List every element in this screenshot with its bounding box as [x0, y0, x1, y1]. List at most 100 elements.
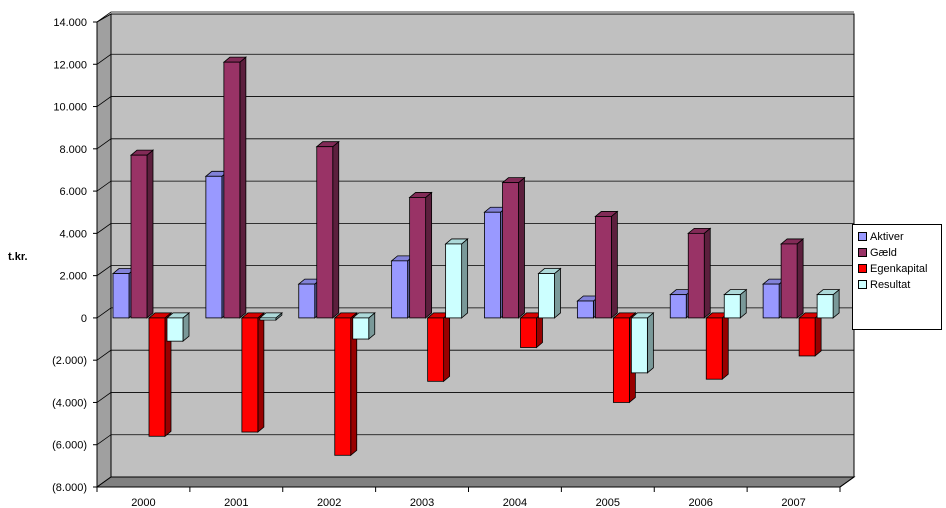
bar-front	[631, 318, 647, 373]
legend-label: Egenkapital	[870, 263, 928, 275]
bar	[724, 290, 746, 318]
x-tick-label: 2001	[224, 497, 248, 508]
bar-front	[706, 318, 722, 379]
bar	[428, 313, 450, 381]
x-tick-label: 2007	[781, 497, 805, 508]
bar-front	[521, 318, 537, 348]
legend-label: Gæld	[870, 247, 897, 259]
bar-side	[611, 211, 617, 317]
legend-swatch	[858, 280, 867, 289]
legend-swatch	[858, 264, 867, 273]
bar-front	[149, 318, 165, 436]
bar-side	[333, 142, 339, 318]
bar	[224, 57, 246, 318]
bar-front	[299, 284, 315, 318]
bar-side	[462, 239, 468, 318]
bar-side	[647, 313, 653, 373]
bar	[317, 142, 339, 318]
side-wall	[97, 14, 111, 487]
bar-front	[799, 318, 815, 356]
bar-front	[167, 318, 183, 341]
bar	[595, 211, 617, 317]
legend-swatch	[858, 248, 867, 257]
bar-front	[428, 318, 444, 381]
bar-front	[392, 261, 408, 318]
bar	[631, 313, 653, 373]
bar-side	[555, 269, 561, 318]
bar-side	[240, 57, 246, 318]
y-tick-label: (6.000)	[52, 440, 87, 452]
x-tick-label: 2005	[596, 497, 620, 508]
legend-swatch	[858, 232, 867, 241]
bar-side	[704, 228, 710, 318]
bar-front	[781, 244, 797, 318]
x-tick-label: 2006	[688, 497, 712, 508]
bar-front	[260, 318, 276, 320]
x-tick-label: 2003	[410, 497, 434, 508]
legend-item-gaeld: Gæld	[858, 245, 941, 260]
bar	[706, 313, 728, 379]
bar-front	[503, 183, 519, 318]
x-tick-label: 2004	[503, 497, 527, 508]
bar-front	[242, 318, 258, 432]
y-axis-label: t.kr.	[8, 251, 28, 263]
bar-front	[670, 295, 686, 318]
y-tick-label: (8.000)	[52, 482, 87, 494]
bar	[688, 228, 710, 318]
bar	[353, 313, 375, 339]
bar-front	[724, 295, 740, 318]
floor	[97, 477, 854, 487]
bar-front	[335, 318, 351, 455]
bar-front	[410, 197, 426, 317]
bar	[817, 290, 839, 318]
bar-side	[258, 313, 264, 432]
legend-item-resultat: Resultat	[858, 277, 941, 292]
y-tick-label: 14.000	[53, 17, 87, 29]
bar	[446, 239, 468, 318]
bar-front	[688, 233, 704, 318]
bar-front	[595, 216, 611, 317]
bar	[539, 269, 561, 318]
y-tick-label: 12.000	[53, 59, 87, 71]
y-tick-label: 8.000	[59, 144, 87, 156]
y-tick-label: 10.000	[53, 102, 87, 114]
bar-side	[519, 178, 525, 318]
bar	[242, 313, 264, 432]
legend-label: Aktiver	[870, 231, 904, 243]
y-tick-label: 2.000	[59, 271, 87, 283]
bar	[131, 150, 153, 318]
bar-front	[206, 176, 222, 318]
bar-side	[797, 239, 803, 318]
bar	[167, 313, 189, 341]
bar-front	[577, 301, 593, 318]
bar	[410, 192, 432, 317]
bar-front	[131, 155, 147, 318]
bar-front	[613, 318, 629, 403]
bar-front	[817, 295, 833, 318]
bar	[503, 178, 525, 318]
x-tick-label: 2002	[317, 497, 341, 508]
bar-front	[317, 147, 333, 318]
bar-side	[722, 313, 728, 379]
y-tick-label: (4.000)	[52, 397, 87, 409]
legend-item-aktiver: Aktiver	[858, 229, 941, 244]
bar-side	[426, 192, 432, 317]
y-tick-label: (2.000)	[52, 355, 87, 367]
y-tick-label: 4.000	[59, 228, 87, 240]
bar-side	[444, 313, 450, 381]
bar-front	[113, 274, 129, 318]
y-tick-label: 6.000	[59, 186, 87, 198]
bar-side	[147, 150, 153, 318]
bar	[799, 313, 821, 356]
bar-front	[539, 274, 555, 318]
bar-front	[224, 62, 240, 318]
y-tick-label: 0	[81, 313, 87, 325]
x-tick-label: 2000	[131, 497, 155, 508]
bar-front	[485, 212, 501, 318]
legend-item-egenkapital: Egenkapital	[858, 261, 941, 276]
bar	[781, 239, 803, 318]
bar-front	[763, 284, 779, 318]
bar-side	[815, 313, 821, 356]
legend-label: Resultat	[870, 279, 910, 291]
